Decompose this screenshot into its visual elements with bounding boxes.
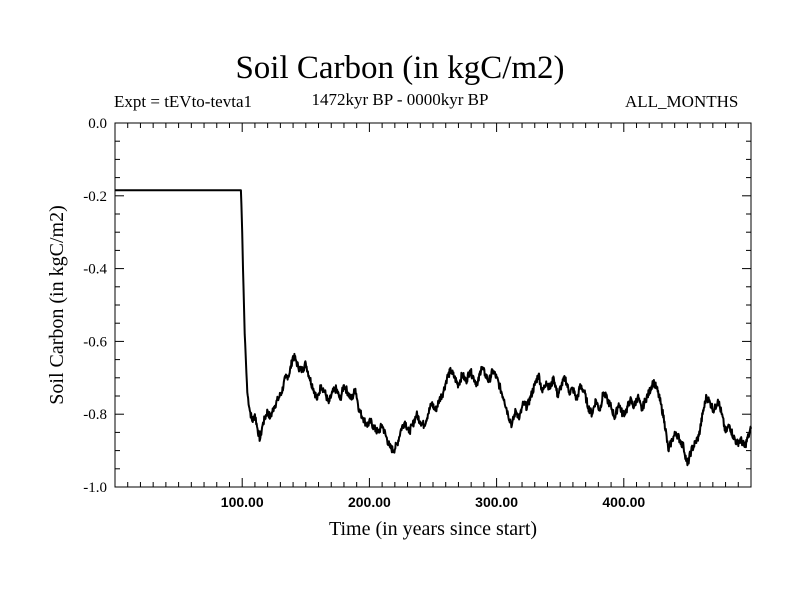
y-tick-labels: 0.0 -0.2 -0.4 -0.6 -0.8 -1.0: [83, 116, 107, 496]
plot-frame: [114, 122, 752, 488]
y-tick-label: -1.0: [83, 480, 107, 496]
x-tick-label: 200.00: [348, 494, 391, 510]
axis-ticks: [115, 123, 751, 487]
x-axis-title: Time (in years since start): [329, 518, 537, 540]
y-axis-title: Soil Carbon (in kgC/m2): [46, 205, 68, 404]
y-tick-label: -0.8: [83, 407, 107, 423]
y-tick-label: 0.0: [88, 116, 107, 132]
time-range-subtitle: 1472kyr BP - 0000kyr BP: [311, 90, 489, 109]
x-tick-label: 300.00: [475, 494, 518, 510]
x-tick-label: 100.00: [221, 494, 264, 510]
months-label: ALL_MONTHS: [625, 92, 739, 111]
x-tick-labels: 100.00 200.00 300.00 400.00: [221, 494, 646, 510]
series-line-soil-carbon: [114, 189, 752, 467]
chart-title: Soil Carbon (in kgC/m2): [235, 50, 565, 86]
y-tick-label: -0.4: [83, 262, 107, 278]
y-tick-label: -0.6: [83, 334, 107, 350]
experiment-label: Expt = tEVto-tevta1: [114, 92, 253, 111]
y-tick-label: -0.2: [83, 189, 107, 205]
x-tick-label: 400.00: [602, 494, 645, 510]
